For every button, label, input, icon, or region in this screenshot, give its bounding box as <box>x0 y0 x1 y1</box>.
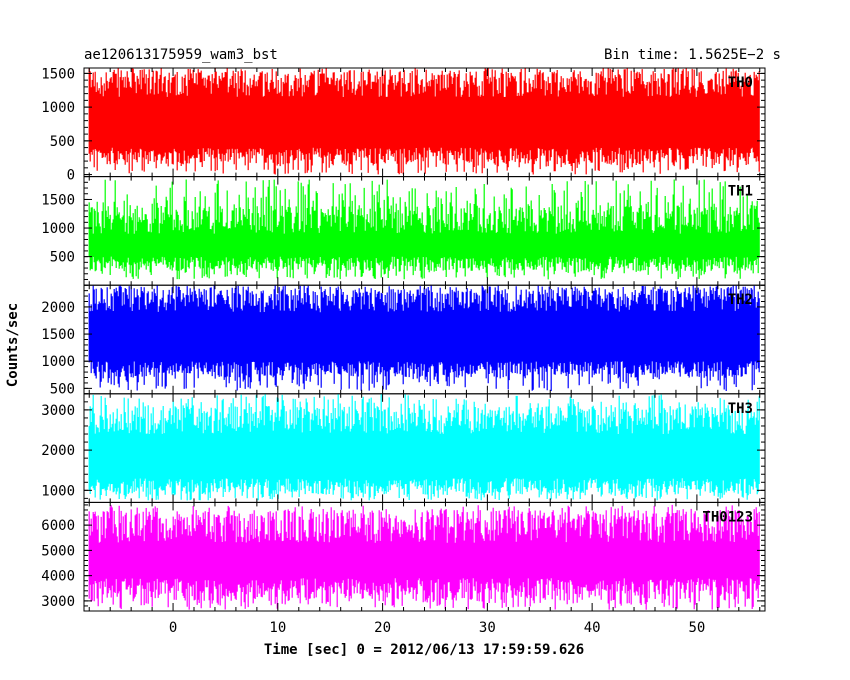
y-axis-label: Counts/sec <box>5 303 21 387</box>
series-th0123 <box>88 504 760 610</box>
y-tick-label: 4000 <box>41 569 75 585</box>
y-tick-label: 1500 <box>41 192 75 208</box>
y-tick-label: 1500 <box>41 66 75 82</box>
y-tick-label: 500 <box>50 381 75 397</box>
series-th2 <box>88 285 760 391</box>
panel-th0123: TH0123 3000 4000 5000 6000 <box>41 501 766 612</box>
x-tick-label: 0 <box>169 620 177 636</box>
y-tick-label: 2000 <box>41 443 75 459</box>
panel-label: TH0 <box>728 75 753 91</box>
y-tick-label: 6000 <box>41 518 75 534</box>
y-tick-label: 1000 <box>41 221 75 237</box>
panel-th0: TH0 0 500 1000 1500 <box>41 66 766 184</box>
series-th1 <box>88 179 760 280</box>
x-tick-label: 10 <box>269 620 286 636</box>
y-tick-label: 5000 <box>41 543 75 559</box>
y-tick-label: 500 <box>50 250 75 266</box>
y-tick-label: 0 <box>67 168 75 184</box>
panel-label: TH3 <box>728 401 753 417</box>
x-tick-label: 20 <box>374 620 391 636</box>
x-tick-label: 50 <box>688 620 705 636</box>
series-trace <box>88 285 760 391</box>
series-trace <box>88 394 760 501</box>
panel-label: TH0123 <box>702 509 753 525</box>
series-th0 <box>88 68 760 175</box>
y-tick-label: 1000 <box>41 483 75 499</box>
y-tick-label: 2000 <box>41 300 75 316</box>
series-trace <box>88 68 760 175</box>
y-tick-label: 500 <box>50 134 75 150</box>
panel-th3: TH3 1000 2000 3000 <box>41 393 766 503</box>
y-tick-label: 1000 <box>41 354 75 370</box>
panel-th2: TH2 500 1000 1500 2000 <box>41 284 766 397</box>
x-axis-label: Time [sec] 0 = 2012/06/13 17:59:59.626 <box>264 642 584 658</box>
y-tick-label: 3000 <box>41 403 75 419</box>
panel-label: TH2 <box>728 292 753 308</box>
y-tick-label: 1000 <box>41 100 75 116</box>
panels-group: TH0050010001500TH150010001500TH250010001… <box>41 66 766 636</box>
panel-label: TH1 <box>728 184 753 200</box>
chart-title-right: Bin time: 1.5625E−2 s <box>604 47 781 63</box>
panel-th1: TH1 500 1000 1500 <box>41 176 766 286</box>
series-trace <box>88 504 760 610</box>
y-tick-label: 3000 <box>41 594 75 610</box>
chart-title-left: ae120613175959_wam3_bst <box>84 47 278 63</box>
x-tick-label: 40 <box>584 620 601 636</box>
x-tick-label: 30 <box>479 620 496 636</box>
series-trace <box>88 179 760 280</box>
y-tick-label: 1500 <box>41 327 75 343</box>
series-th3 <box>88 394 760 501</box>
